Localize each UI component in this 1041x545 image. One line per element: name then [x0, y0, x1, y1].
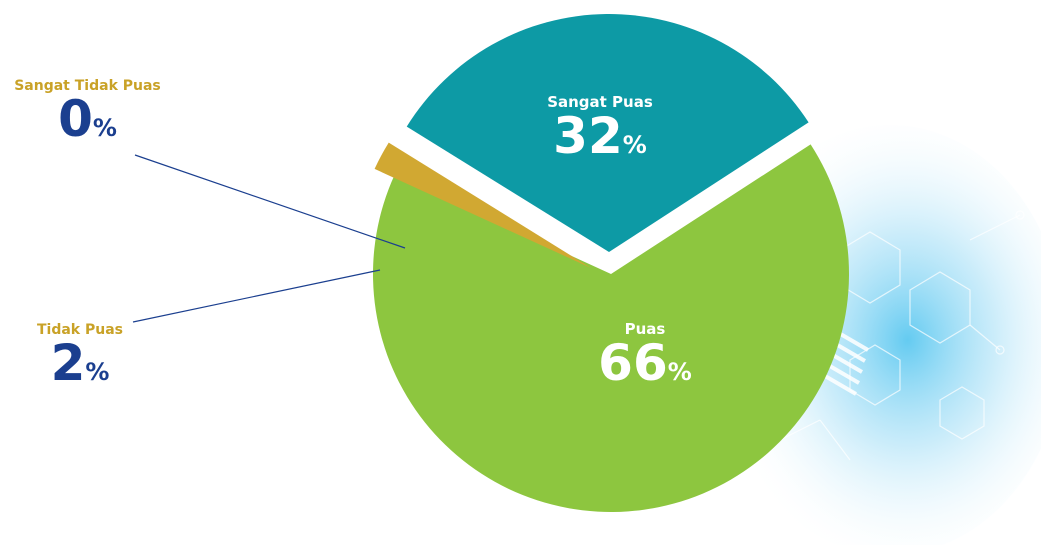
value-number: 66	[598, 334, 668, 392]
label-sangat-tidak-puas: Sangat Tidak Puas 0%	[0, 78, 175, 144]
slice-name-puas: Puas	[624, 320, 666, 338]
value-number: 2	[50, 334, 86, 392]
label-puas: Puas 66%	[570, 320, 720, 388]
percent-sign: %	[92, 114, 117, 142]
slice-name-sangat-tidak-puas: Sangat Tidak Puas	[14, 78, 161, 94]
pie-slice-sangat-puas	[406, 13, 809, 253]
pie-slice-puas	[373, 144, 849, 512]
value-number: 32	[553, 107, 623, 165]
value-number: 0	[58, 90, 93, 148]
slice-value-sangat-tidak-puas: 0%	[0, 94, 175, 144]
slice-value-sangat-puas: 32%	[520, 111, 680, 161]
slice-name-tidak-puas: Tidak Puas	[36, 322, 123, 338]
slice-value-puas: 66%	[570, 338, 720, 388]
leader-line-sangat-tidak-puas	[134, 154, 406, 249]
label-sangat-puas: Sangat Puas 32%	[520, 93, 680, 161]
percent-sign: %	[622, 131, 647, 159]
slice-value-tidak-puas: 2%	[10, 338, 150, 388]
percent-sign: %	[667, 358, 692, 386]
leader-line-tidak-puas	[132, 269, 381, 323]
slice-name-sangat-puas: Sangat Puas	[547, 93, 653, 111]
label-tidak-puas: Tidak Puas 2%	[10, 322, 150, 388]
pie-slice-tidak-puas	[374, 142, 591, 268]
percent-sign: %	[85, 358, 110, 386]
